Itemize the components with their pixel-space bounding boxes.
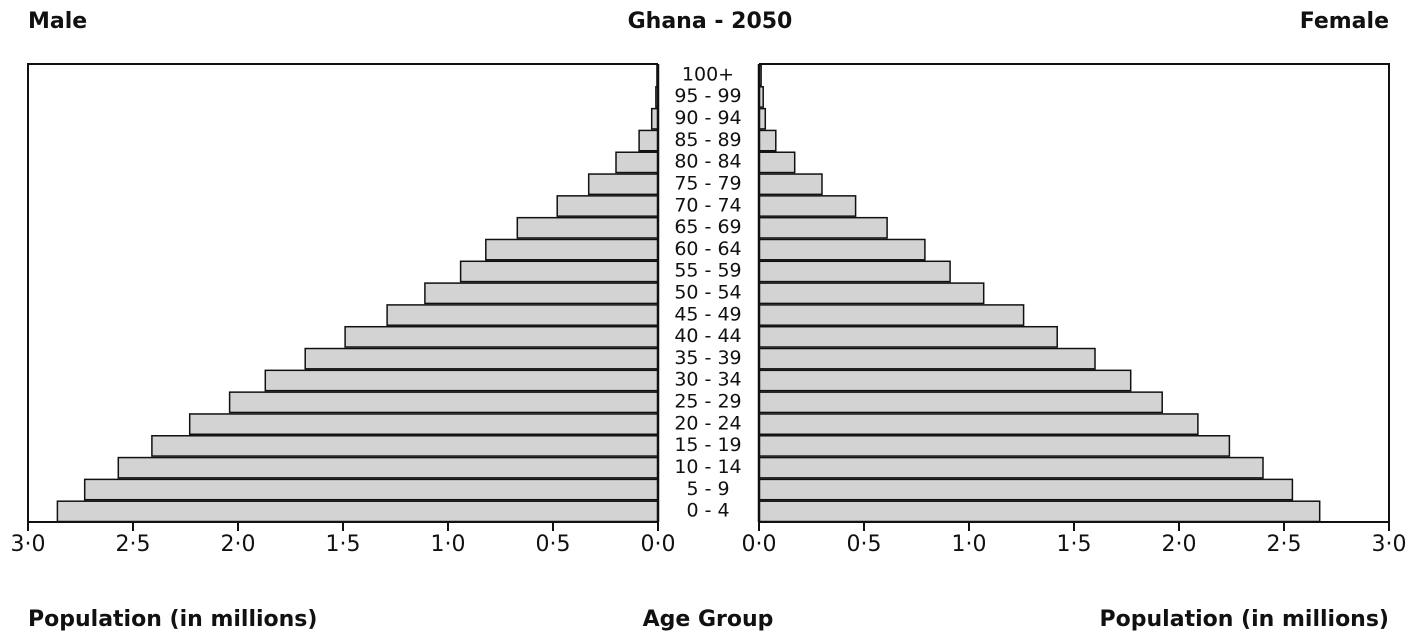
bar [304,347,659,370]
y-tick-label: 10 - 14 [674,456,741,478]
bar [758,391,1163,414]
x-tick-label: 2·0 [221,532,256,557]
x-tick-label: 0·0 [641,532,676,557]
bar [758,238,926,261]
bar [758,151,796,174]
left-series-name: Male [28,9,87,34]
x-tick-label: 1·5 [326,532,361,557]
x-tick-label: 1·5 [1057,532,1092,557]
bar [485,238,659,261]
bar [516,216,659,239]
bar [758,195,857,217]
bar [264,369,659,392]
bar [758,456,1264,479]
bar [83,478,659,501]
y-tick-label: 80 - 84 [674,151,741,173]
x-tick-label: 0·5 [847,532,882,557]
bar [758,216,888,239]
bar [151,435,659,457]
x-tick-label: 1·0 [952,532,987,557]
bar [615,151,659,174]
bar [228,391,659,414]
bar [758,282,985,305]
y-tick-label: 35 - 39 [674,347,741,369]
y-tick-label: 15 - 19 [674,434,741,456]
bar [758,478,1294,501]
y-tick-label: 0 - 4 [686,500,729,522]
bar [758,435,1231,457]
x-tick-label: 1·0 [431,532,466,557]
y-tick-label: 60 - 64 [674,238,741,260]
y-tick-label: 100+ [682,63,734,85]
y-tick-label: 45 - 49 [674,303,741,325]
y-tick-label: 85 - 89 [674,129,741,151]
bar [758,260,951,283]
bar [758,413,1199,436]
x-tick-label: 2·5 [116,532,151,557]
y-tick-label: 65 - 69 [674,216,741,238]
bar [638,129,659,152]
y-axis-title: Age Group [643,607,774,632]
bar [424,282,659,305]
x-tick-label: 2·0 [1162,532,1197,557]
bar [758,500,1321,523]
bar [56,500,659,523]
x-tick-label: 3·0 [11,532,46,557]
bar [344,325,659,348]
bar [758,173,823,196]
bar [758,129,777,152]
y-tick-label: 30 - 34 [674,369,741,391]
chart-title: Ghana - 2050 [628,9,793,34]
x-tick-label: 0·0 [742,532,777,557]
bar [758,369,1132,392]
x-tick-label: 3·0 [1372,532,1407,557]
y-tick-label: 90 - 94 [674,107,741,129]
right-series-name: Female [1300,9,1389,34]
y-tick-label: 50 - 54 [674,282,741,304]
bar [188,413,659,436]
bar [758,304,1025,326]
bar [386,304,659,326]
y-tick-label: 55 - 59 [674,260,741,282]
bar [758,347,1096,370]
bar [758,325,1058,348]
y-tick-label: 70 - 74 [674,194,741,216]
x-axis-title: Population (in millions) [1100,607,1389,632]
bar [556,195,659,217]
y-tick-label: 75 - 79 [674,172,741,194]
y-tick-label: 5 - 9 [686,478,729,500]
y-tick-label: 95 - 99 [674,85,741,107]
y-tick-label: 25 - 29 [674,391,741,413]
y-tick-label: 20 - 24 [674,412,741,434]
y-tick-label: 40 - 44 [674,325,741,347]
x-tick-label: 2·5 [1267,532,1302,557]
bar [587,173,659,196]
x-axis-title: Population (in millions) [28,607,317,632]
bar [117,456,659,479]
bar [459,260,659,283]
x-tick-label: 0·5 [536,532,571,557]
